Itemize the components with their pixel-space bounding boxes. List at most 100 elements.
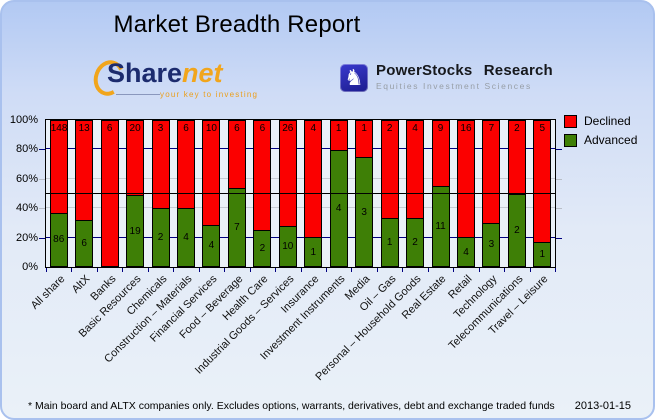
y-axis-tick [556, 178, 562, 180]
gridline-60 [46, 177, 555, 179]
declined-count-label: 5 [539, 123, 546, 134]
gridline-80 [46, 148, 555, 150]
y-axis-label: 60% [15, 172, 38, 185]
y-axis-tick [39, 237, 45, 239]
declined-count-label: 3 [157, 123, 164, 134]
advanced-segment: 7 [228, 187, 245, 266]
x-axis-tick [555, 268, 556, 272]
advanced-segment: 2 [508, 193, 525, 266]
advanced-segment: 4 [177, 208, 194, 266]
declined-count-label: 7 [488, 123, 495, 134]
declined-count-label: 2 [514, 123, 520, 134]
declined-count-label: 148 [50, 123, 68, 134]
stacked-bar-banks: 6 [100, 120, 119, 267]
stacked-bar-industrial-goods-services: 26 10 [278, 120, 297, 267]
x-axis-tick [96, 268, 98, 272]
sharenet-wordmark-net: net [182, 58, 223, 88]
legend-label-declined: Declined [584, 114, 631, 128]
advanced-count-label: 4 [208, 240, 215, 252]
bar-slot: 6 [97, 120, 122, 267]
advanced-count-label: 7 [234, 221, 240, 233]
declined-swatch-icon [564, 114, 577, 128]
advanced-count-label: 2 [157, 232, 164, 243]
advanced-segment: 1 [534, 241, 551, 266]
stacked-bar-basic-resources: 20 19 [126, 120, 145, 267]
advanced-count-label: 3 [361, 206, 367, 218]
gridline-20 [46, 236, 555, 238]
x-axis-label: All share [28, 273, 68, 312]
sharenet-divider [116, 94, 160, 95]
advanced-segment: 2 [254, 229, 271, 266]
legend-item-advanced: Advanced [564, 133, 637, 147]
advanced-segment: 3 [483, 222, 500, 266]
x-axis-tick [427, 268, 429, 272]
advanced-segment: 11 [432, 186, 449, 266]
x-axis-tick [300, 268, 302, 272]
bar-slot: 10 4 [199, 120, 224, 267]
advanced-count-label: 4 [335, 203, 342, 214]
y-axis-label: 40% [15, 202, 38, 215]
bar-slot: 148 86 [46, 120, 71, 267]
y-axis-label: 0% [22, 261, 38, 273]
bar-slot: 9 11 [428, 120, 453, 267]
powerstocks-subtitle: Equities Investment Sciences [376, 81, 532, 91]
declined-count-label: 9 [437, 123, 444, 134]
bar-slot: 16 4 [453, 120, 478, 267]
declined-count-label: 6 [234, 123, 240, 134]
y-axis-label: 100% [9, 114, 38, 126]
advanced-count-label: 1 [386, 236, 393, 248]
y-axis-tick [39, 149, 45, 151]
x-axis-tick [249, 268, 251, 272]
declined-count-label: 6 [259, 123, 266, 134]
advanced-segment: 2 [407, 217, 424, 266]
chess-knight-icon: ♞ [340, 64, 368, 92]
y-axis-tick [39, 208, 45, 210]
declined-count-label: 1 [335, 123, 342, 134]
advanced-segment: 4 [457, 237, 474, 266]
x-axis-tick [504, 268, 506, 272]
advanced-segment: 1 [305, 237, 322, 266]
advanced-segment: 2 [152, 208, 169, 266]
sharenet-logo: Sharenet your key to investing [89, 56, 257, 108]
bar-slot: 13 6 [71, 120, 96, 267]
legend-item-declined: Declined [564, 114, 637, 128]
powerstocks-text: PowerStocks Research Equities Investment… [376, 62, 553, 91]
advanced-count-label: 3 [488, 239, 495, 251]
powerstocks-name: PowerStocks Research [376, 62, 553, 79]
x-axis-tick [46, 268, 47, 272]
stacked-bar-altx: 13 6 [75, 120, 94, 267]
x-axis-tick [376, 268, 378, 272]
stacked-bar-financial-services: 10 4 [202, 120, 221, 267]
advanced-segment: 6 [76, 220, 93, 266]
x-axis-tick [478, 268, 480, 272]
declined-count-label: 10 [205, 123, 217, 134]
gridline-40 [46, 207, 555, 209]
x-axis-tick [147, 268, 149, 272]
legend: Declined Advanced [564, 114, 637, 152]
advanced-count-label: 6 [81, 238, 87, 250]
advanced-segment: 1 [381, 217, 398, 266]
declined-count-label: 13 [78, 123, 90, 134]
plot-area: 148 86 13 6 6 20 19 3 2 6 4 10 4 6 7 6 2 26 10 4 1 1 4 1 3 2 1 4 2 9 1… [45, 119, 556, 268]
bar-slot: 20 19 [122, 120, 147, 267]
advanced-segment: 4 [330, 150, 347, 266]
x-axis-tick [453, 268, 455, 272]
declined-count-label: 26 [282, 123, 294, 134]
